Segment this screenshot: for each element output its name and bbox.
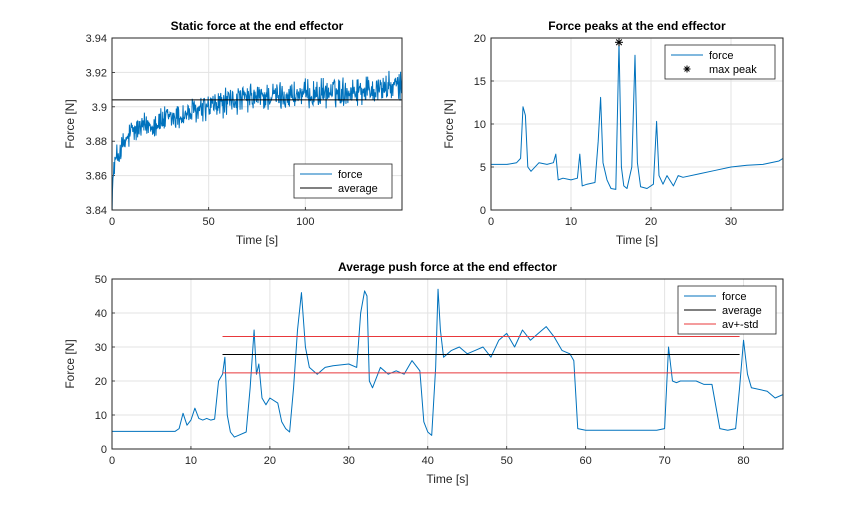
x-axis-label: Time [s]: [426, 472, 468, 486]
series-group: [112, 70, 402, 210]
y-axis-label: Force [N]: [63, 99, 77, 148]
legend-label: max peak: [709, 64, 757, 76]
legend-swatch-marker: [683, 65, 691, 73]
legend-label: av+-std: [722, 319, 758, 331]
y-tick-label: 15: [474, 76, 486, 88]
axes-frame: [490, 37, 784, 211]
y-tick-label: 20: [95, 376, 107, 388]
y-tick-label: 0: [101, 444, 107, 456]
y-tick-label: 10: [95, 410, 107, 422]
y-tick-label: 3.88: [86, 136, 107, 148]
y-tick-label: 30: [95, 342, 107, 354]
x-axis-label: Time [s]: [236, 233, 278, 247]
y-tick-label: 10: [474, 119, 486, 131]
axes-frame: [111, 37, 403, 211]
legend-label: force: [709, 50, 733, 62]
x-tick-label: 0: [109, 216, 115, 228]
legend-box: [293, 163, 393, 199]
max-peak-marker: [615, 38, 623, 47]
x-tick-label: 0: [488, 216, 494, 228]
x-tick-label: 70: [658, 455, 670, 467]
y-tick-label: 3.9: [92, 102, 107, 114]
y-tick-label: 3.84: [86, 205, 107, 217]
legend: force average av+-std: [677, 285, 777, 335]
x-tick-label: 50: [203, 216, 215, 228]
x-tick-label: 40: [422, 455, 434, 467]
chart-title: Static force at the end effector: [171, 19, 344, 33]
chart-title: Average push force at the end effector: [338, 260, 557, 274]
x-tick-label: 10: [185, 455, 197, 467]
y-tick-label: 20: [474, 33, 486, 45]
x-tick-label: 0: [109, 455, 115, 467]
series-group: [112, 288, 783, 438]
series-group: [491, 41, 783, 190]
x-tick-label: 80: [737, 455, 749, 467]
chart-2: 0 10 20 30 0 5 10 15 20 Force peaks at the end ef…: [442, 19, 784, 247]
series-line-force: [491, 41, 783, 190]
legend: force max peak: [664, 44, 776, 80]
y-tick-label: 3.94: [86, 33, 107, 45]
y-axis-label: Force [N]: [442, 99, 456, 148]
y-tick-label: 50: [95, 274, 107, 286]
y-tick-label: 3.92: [86, 67, 107, 79]
x-tick-label: 60: [580, 455, 592, 467]
series-line-force: [112, 70, 402, 210]
y-axis-label: Force [N]: [63, 339, 77, 388]
x-tick-label: 20: [645, 216, 657, 228]
legend: force average: [293, 163, 393, 199]
chart-1: 0 50 100 3.84 3.86 3.88 3.9 3.92 3.94 Static forc…: [63, 19, 403, 247]
legend-label: average: [338, 183, 378, 195]
legend-label: average: [722, 305, 762, 317]
x-tick-label: 30: [725, 216, 737, 228]
x-tick-label: 20: [264, 455, 276, 467]
x-tick-label: 50: [501, 455, 513, 467]
legend-label: force: [338, 169, 362, 181]
legend-box: [664, 44, 776, 80]
x-tick-label: 100: [296, 216, 314, 228]
x-axis-label: Time [s]: [616, 233, 658, 247]
y-tick-label: 0: [480, 205, 486, 217]
legend-label: force: [722, 291, 746, 303]
x-tick-label: 10: [565, 216, 577, 228]
y-tick-label: 5: [480, 162, 486, 174]
y-tick-label: 3.86: [86, 171, 107, 183]
chart-title: Force peaks at the end effector: [548, 19, 726, 33]
x-tick-label: 30: [343, 455, 355, 467]
y-tick-label: 40: [95, 308, 107, 320]
chart-3: 0 10 20 30 40 50 60 70 80 0 10 20 30 40 50 Average push…: [63, 260, 784, 486]
axes-frame: [111, 278, 784, 450]
